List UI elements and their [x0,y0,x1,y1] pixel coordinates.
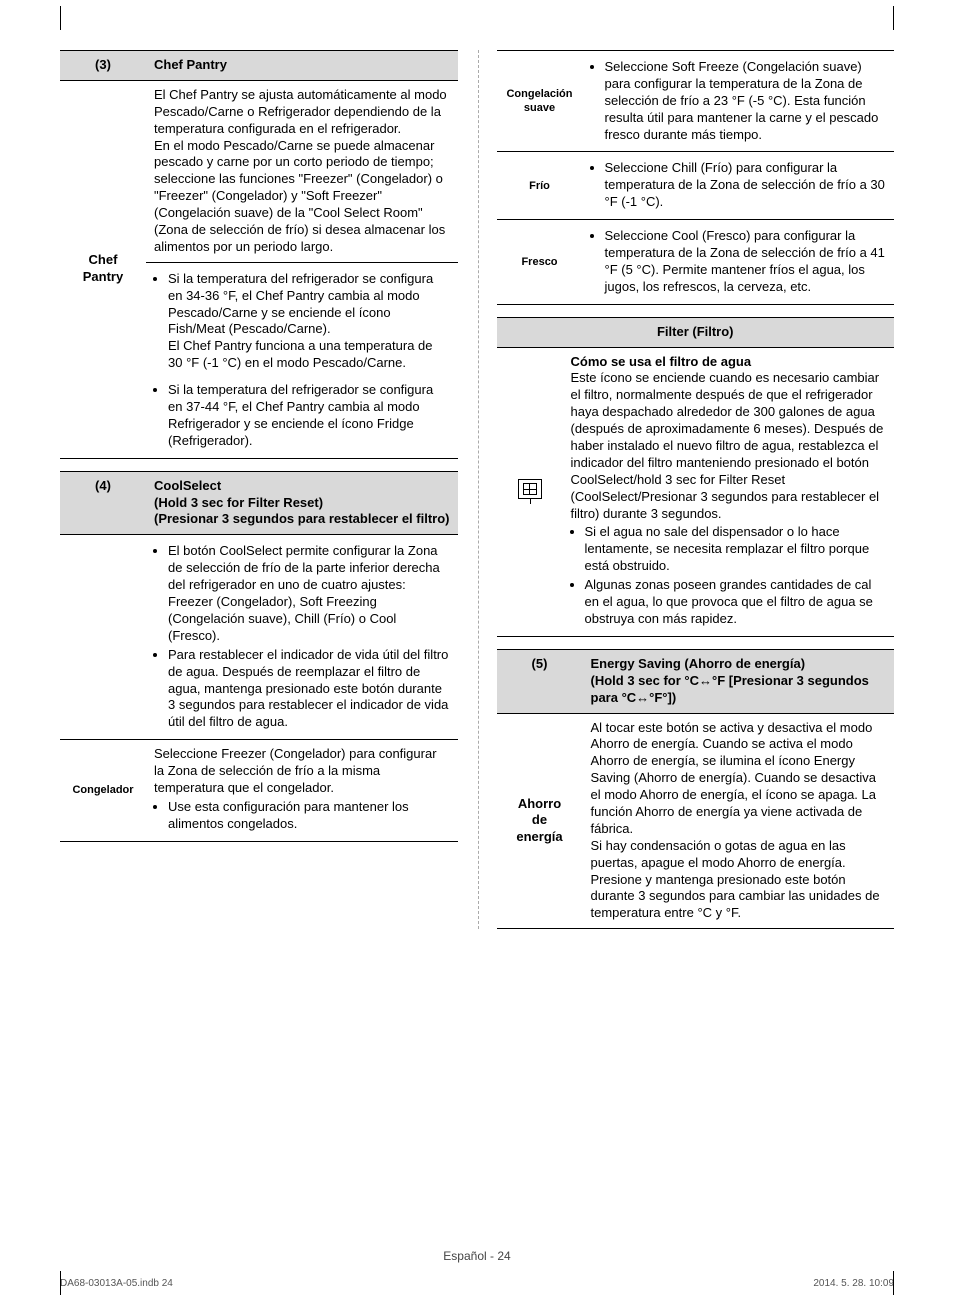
congelador-text: Seleccione Freezer (Congelador) para con… [154,746,437,795]
spacer [60,459,458,471]
two-column-layout: (3) Chef Pantry Chef Pantry El Chef Pant… [60,50,894,929]
chef-body-1: El Chef Pantry se ajusta automáticamente… [146,80,458,262]
page-footer: Español - 24 [0,1249,954,1263]
filter-subhead: Cómo se usa el filtro de agua [571,354,887,371]
filter-table: Filter (Filtro) Cómo se usa el filtro de… [497,317,895,637]
section-5-energy: (5) Energy Saving (Ahorro de energía) (H… [497,649,895,929]
coolselect-bullet-2: Para restablecer el indicador de vida út… [168,647,450,731]
spacer [497,305,895,317]
section-4-title: CoolSelect (Hold 3 sec for Filter Reset)… [146,471,458,535]
chef-bullets: Si la temperatura del refrigerador se co… [146,262,458,458]
fresco-body: Seleccione Cool (Fresco) para configurar… [583,220,895,305]
right-column: Congelación suave Seleccione Soft Freeze… [478,50,895,929]
filter-bullet-1: Si el agua no sale del dispensador o lo … [585,524,887,575]
congelador-label: Congelador [60,740,146,841]
spacer [497,637,895,649]
suave-bullet: Seleccione Soft Freeze (Congelación suav… [605,59,887,143]
left-column: (3) Chef Pantry Chef Pantry El Chef Pant… [60,50,458,929]
filter-text: Este ícono se enciende cuando es necesar… [571,370,887,522]
chef-bullet-1: Si la temperatura del refrigerador se co… [168,271,450,372]
suave-body: Seleccione Soft Freeze (Congelación suav… [583,51,895,152]
filter-bullet-2: Algunas zonas poseen grandes cantidades … [585,577,887,628]
suave-label: Congelación suave [497,51,583,152]
frio-label: Frío [497,152,583,220]
section-5-num: (5) [497,649,583,713]
section-4-coolselect: (4) CoolSelect (Hold 3 sec for Filter Re… [60,471,458,842]
frio-body: Seleccione Chill (Frío) para configurar … [583,152,895,220]
crop-mark [60,1271,85,1295]
congelador-bullet: Use esta configuración para mantener los… [168,799,450,833]
ahorro-label: Ahorro de energía [497,713,583,929]
crop-mark [869,6,894,30]
section-3-chef-pantry: (3) Chef Pantry Chef Pantry El Chef Pant… [60,50,458,459]
filter-icon-cell [497,347,563,636]
congelador-body: Seleccione Freezer (Congelador) para con… [146,740,458,841]
coolselect-bullets: El botón CoolSelect permite configurar l… [146,535,458,740]
coolselect-bullet-1: El botón CoolSelect permite configurar l… [168,543,450,644]
filter-header: Filter (Filtro) [497,317,895,347]
crop-mark [60,6,85,30]
coolselect-label-spacer [60,535,146,740]
section-4-num: (4) [60,471,146,535]
right-modes-table: Congelación suave Seleccione Soft Freeze… [497,50,895,305]
filter-icon [518,479,542,499]
crop-mark [869,1271,894,1295]
doc-footer: DA68-03013A-05.indb 24 2014. 5. 28. 10:0… [60,1278,894,1289]
chef-label-line2: Pantry [83,269,123,284]
fresco-label: Fresco [497,220,583,305]
section-5-title: Energy Saving (Ahorro de energía) (Hold … [583,649,895,713]
filter-body: Cómo se usa el filtro de agua Este ícono… [563,347,895,636]
section-3-num: (3) [60,51,146,81]
chef-bullet-2: Si la temperatura del refrigerador se co… [168,382,450,450]
fresco-bullet: Seleccione Cool (Fresco) para configurar… [605,228,887,296]
section-3-title: Chef Pantry [146,51,458,81]
ahorro-body: Al tocar este botón se activa y desactiv… [583,713,895,929]
chef-pantry-label: Chef Pantry [60,80,146,458]
page: (3) Chef Pantry Chef Pantry El Chef Pant… [0,0,954,1301]
frio-bullet: Seleccione Chill (Frío) para configurar … [605,160,887,211]
chef-label-line1: Chef [89,252,118,267]
